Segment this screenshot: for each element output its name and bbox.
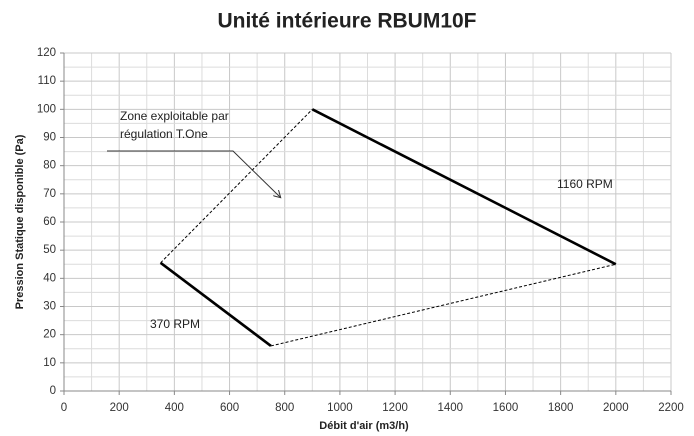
x-tick-label: 1000 xyxy=(327,402,353,414)
y-tick-label: 80 xyxy=(43,160,56,172)
y-tick-label: 60 xyxy=(43,216,56,228)
annotation: régulation T.One xyxy=(120,127,208,141)
series-label: 1160 RPM xyxy=(557,177,613,191)
y-tick-label: 30 xyxy=(43,301,56,313)
annotation: Zone exploitable par xyxy=(120,109,229,123)
x-tick-label: 2000 xyxy=(603,402,629,414)
x-tick-label: 400 xyxy=(165,402,184,414)
y-tick-label: 10 xyxy=(43,357,56,369)
annotation-arrow xyxy=(107,150,280,197)
x-tick-label: 1200 xyxy=(382,402,408,414)
series-line xyxy=(160,108,313,264)
x-tick-label: 1800 xyxy=(548,402,574,414)
x-tick-label: 0 xyxy=(61,402,67,414)
y-tick-label: 70 xyxy=(43,188,56,200)
x-tick-label: 1400 xyxy=(437,402,463,414)
y-axis-label: Pression Statique disponible (Pa) xyxy=(14,134,26,309)
y-tick-label: 50 xyxy=(43,244,56,256)
y-tick-label: 100 xyxy=(37,103,56,115)
y-tick-label: 20 xyxy=(43,329,56,341)
grid xyxy=(63,52,672,392)
series-line xyxy=(311,108,617,266)
x-tick-label: 2200 xyxy=(658,402,684,414)
series-line xyxy=(270,263,616,347)
x-tick-label: 200 xyxy=(110,402,129,414)
series-label: 370 RPM xyxy=(150,317,200,331)
y-tick-label: 90 xyxy=(43,132,56,144)
x-tick-label: 800 xyxy=(275,402,294,414)
x-tick-label: 600 xyxy=(220,402,239,414)
y-tick-label: 0 xyxy=(50,385,56,397)
plot xyxy=(159,108,617,347)
x-axis-label: Débit d'air (m3/h) xyxy=(319,420,409,432)
chart-title: Unité intérieure RBUM10F xyxy=(217,10,476,33)
y-tick-label: 110 xyxy=(38,75,56,87)
series-line xyxy=(159,261,272,347)
y-tick-label: 120 xyxy=(37,47,56,59)
x-tick-label: 1600 xyxy=(493,402,519,414)
y-tick-label: 40 xyxy=(43,272,56,284)
